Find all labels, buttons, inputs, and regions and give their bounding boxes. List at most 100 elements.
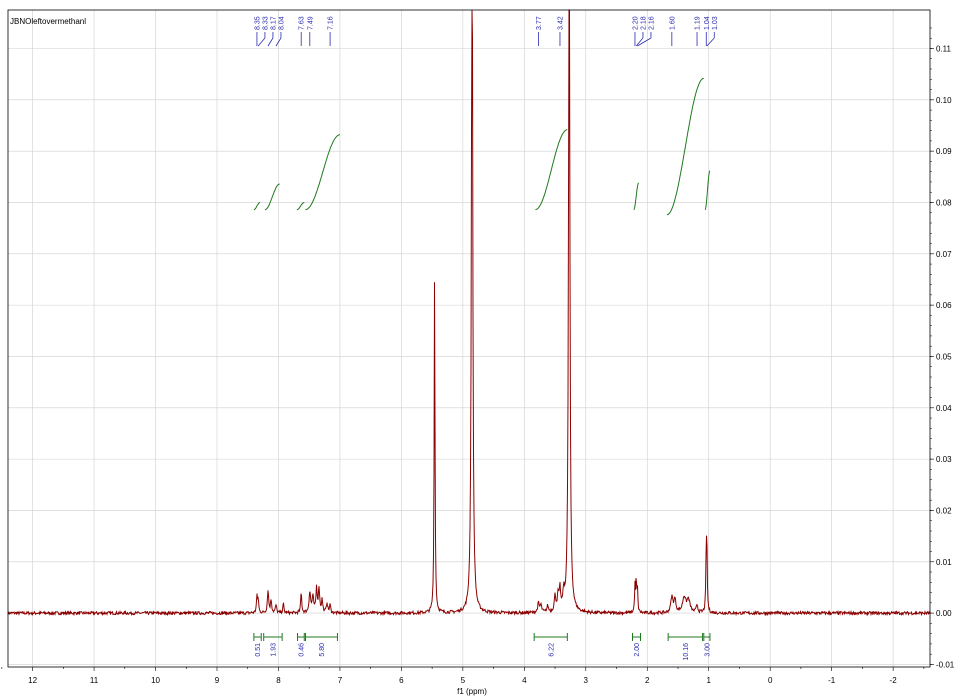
x-tick-label: 5 xyxy=(461,676,466,685)
peak-label-text: 7.16 xyxy=(328,16,335,30)
integral-value: 6.22 xyxy=(548,643,555,657)
peak-label: 8.04 xyxy=(275,16,285,47)
peak-label: 8.33 xyxy=(257,16,269,47)
peak-label-text: 3.42 xyxy=(557,16,564,30)
plot-frame xyxy=(7,9,931,668)
peak-label: 1.03 xyxy=(706,16,719,47)
x-tick-label: 0 xyxy=(768,676,773,685)
y-tick-label: 0.08 xyxy=(936,198,952,207)
x-axis-label: f1 (ppm) xyxy=(457,687,487,696)
x-tick-label: 6 xyxy=(399,676,404,685)
x-tick-label: -2 xyxy=(890,676,898,685)
peak-label-text: 1.19 xyxy=(695,16,702,30)
peak-label: 8.35 xyxy=(254,16,261,46)
integral-curve xyxy=(633,182,639,211)
x-axis-ticks: 12 11 10 9 8 7 6 5 4 3 2 1 0 -1 -2 xyxy=(1,667,925,685)
integral-curves xyxy=(253,77,711,216)
peak-label: 1.60 xyxy=(669,16,676,46)
peak-label-text: 2.16 xyxy=(648,16,655,30)
x-tick-label: 9 xyxy=(215,676,220,685)
integral-bar: 3.00 xyxy=(703,633,711,657)
y-tick-label: 0.10 xyxy=(936,96,952,105)
peak-labels: 8.35 8.33 8.17 8.04 7.63 7.49 7.16 3.77 3.42 2.20… xyxy=(254,16,719,47)
peak-label-text: 7.49 xyxy=(307,16,314,30)
y-tick-label: 0.11 xyxy=(936,44,952,53)
x-tick-label: -1 xyxy=(828,676,836,685)
y-tick-label: 0.09 xyxy=(936,147,952,156)
y-tick-label: 0.01 xyxy=(936,558,952,567)
peak-label-connector xyxy=(275,37,282,47)
peak-label-text: 8.35 xyxy=(254,16,261,30)
peak-label: 3.77 xyxy=(536,16,543,46)
peak-label-connector xyxy=(635,37,644,47)
integral-curve xyxy=(305,134,340,211)
x-tick-label: 12 xyxy=(28,676,37,685)
peak-label: 8.17 xyxy=(267,16,277,47)
x-tick-label: 4 xyxy=(522,676,527,685)
peak-label-connector xyxy=(637,37,652,47)
integral-value: 5.80 xyxy=(319,643,326,657)
peak-label: 1.19 xyxy=(695,16,702,46)
integral-value: 3.00 xyxy=(704,643,711,657)
integral-bar: 2.00 xyxy=(632,633,641,657)
integral-bar: 6.22 xyxy=(533,633,568,657)
y-tick-label: 0.07 xyxy=(936,250,952,259)
y-tick-label: 0.05 xyxy=(936,352,952,361)
integral-bar: 0.51 xyxy=(253,633,262,657)
x-tick-label: 3 xyxy=(584,676,589,685)
peak-label-text: 2.18 xyxy=(640,16,647,30)
peak-label-text: 8.17 xyxy=(270,16,277,30)
peak-label: 1.04 xyxy=(704,16,711,46)
peak-label: 2.16 xyxy=(637,16,655,47)
y-tick-label: 0.04 xyxy=(936,404,952,413)
integral-value: 2.00 xyxy=(634,643,641,657)
integral-curve xyxy=(264,183,280,211)
peak-label-text: 3.77 xyxy=(536,16,543,30)
integral-bar: 10.16 xyxy=(667,633,704,661)
spectrum-line xyxy=(7,9,931,617)
integral-value: 10.16 xyxy=(683,643,690,661)
integral-value: 0.46 xyxy=(298,643,305,657)
peak-label-connector xyxy=(257,37,266,47)
x-tick-label: 7 xyxy=(338,676,343,685)
peak-label: 7.49 xyxy=(307,16,314,46)
integral-curve xyxy=(535,129,568,211)
peak-label-text: 1.03 xyxy=(712,16,719,30)
x-tick-label: 2 xyxy=(645,676,650,685)
integral-value: 0.51 xyxy=(255,643,262,657)
integral-bar: 0.46 xyxy=(297,633,305,657)
integral-bars: 0.51 1.93 0.46 5.80 6.22 2.00 10.16 3.00 xyxy=(253,633,711,661)
peak-label: 7.63 xyxy=(299,16,306,46)
peak-label: 2.18 xyxy=(635,16,647,47)
y-tick-label: -0.01 xyxy=(936,660,955,669)
integral-curve xyxy=(704,170,711,211)
y-tick-label: 0.02 xyxy=(936,506,952,515)
integral-value: 1.93 xyxy=(270,643,277,657)
peak-label: 7.16 xyxy=(328,16,335,46)
chart-title: JBNOleftovermethanl xyxy=(10,17,86,26)
integral-curve xyxy=(296,202,305,211)
y-axis-ticks: -0.01 0.00 0.01 0.02 0.03 0.04 0.05 0.06 0.07 0.0… xyxy=(930,27,955,669)
x-tick-label: 11 xyxy=(90,676,99,685)
x-tick-label: 1 xyxy=(706,676,711,685)
x-tick-label: 10 xyxy=(151,676,160,685)
integral-curve xyxy=(666,77,704,216)
x-tick-label: 8 xyxy=(276,676,281,685)
peak-label-connector xyxy=(706,37,715,47)
peak-label-text: 7.63 xyxy=(299,16,306,30)
y-tick-label: 0.03 xyxy=(936,455,952,464)
peak-label-connector xyxy=(267,37,274,47)
peak-label-text: 8.33 xyxy=(262,16,269,30)
peak-label-text: 1.04 xyxy=(704,16,711,30)
integral-curve xyxy=(253,202,261,211)
peak-label-text: 2.20 xyxy=(632,16,639,30)
integral-bar: 5.80 xyxy=(304,633,338,657)
peak-label-text: 1.60 xyxy=(669,16,676,30)
y-tick-label: 0.06 xyxy=(936,301,952,310)
y-tick-label: 0.00 xyxy=(936,609,952,618)
peak-label: 3.42 xyxy=(557,16,564,46)
peak-label-text: 8.04 xyxy=(278,16,285,30)
peak-label: 2.20 xyxy=(632,16,639,46)
